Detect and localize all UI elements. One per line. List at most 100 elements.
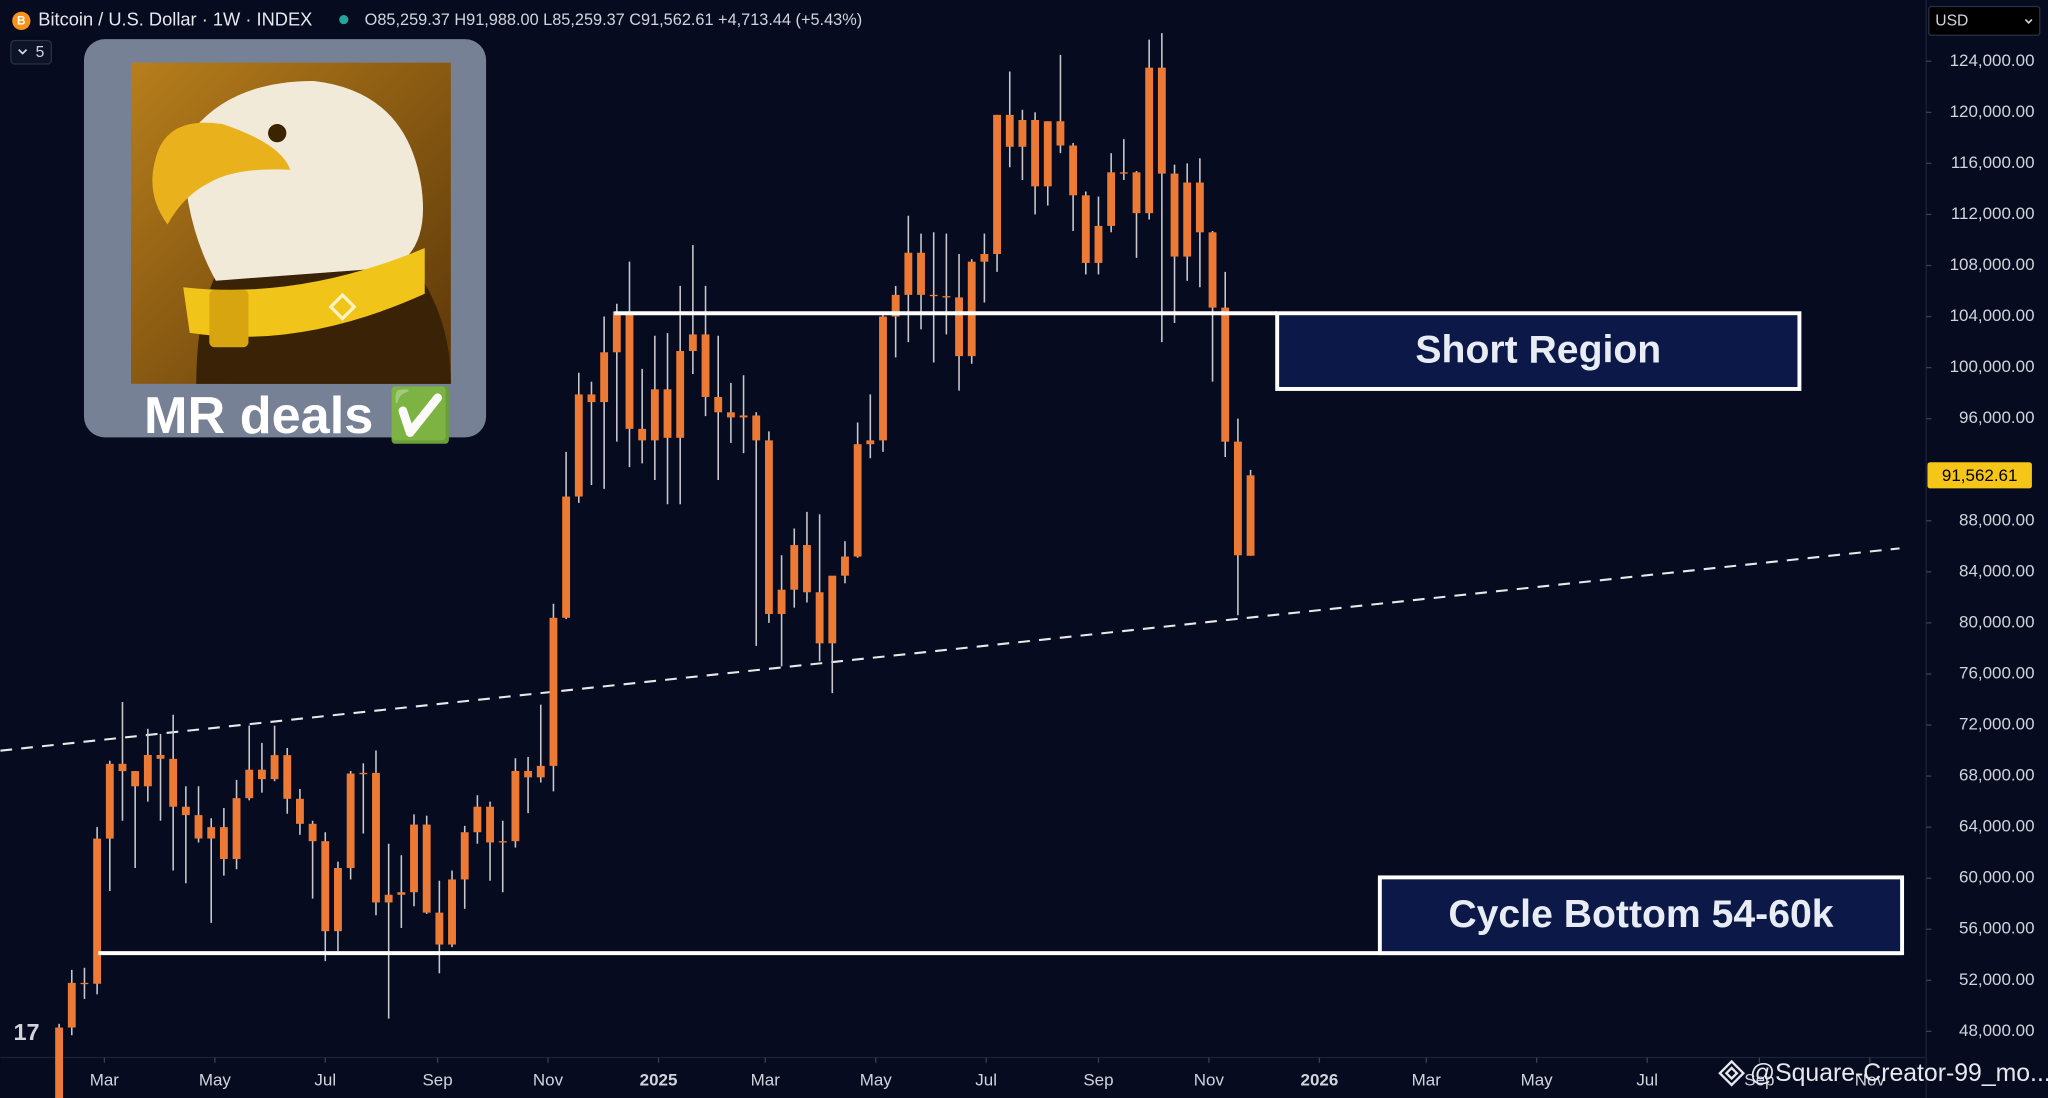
price-tag xyxy=(1927,462,2032,489)
x-tick-label: Mar xyxy=(90,1071,120,1090)
candle-body xyxy=(321,841,330,932)
candle-body xyxy=(1145,67,1154,214)
candle-body xyxy=(1246,475,1255,556)
candle-body xyxy=(1233,441,1242,556)
y-tick-label: 64,000.00 xyxy=(1959,817,2035,836)
y-tick-label: 76,000.00 xyxy=(1959,663,2035,682)
candle-body xyxy=(815,592,824,644)
candle-body xyxy=(359,772,368,775)
currency-label: USD xyxy=(1935,13,1968,30)
candle-body xyxy=(688,334,697,352)
candle-body xyxy=(917,252,925,295)
candle-body xyxy=(777,589,786,614)
candle-body xyxy=(410,824,418,893)
candle-body xyxy=(296,798,304,824)
x-tick-label: Nov xyxy=(1194,1071,1225,1090)
x-tick-label: May xyxy=(199,1071,232,1090)
candle-body xyxy=(397,892,406,895)
y-tick-label: 104,000.00 xyxy=(1950,306,2035,325)
candle-body xyxy=(511,770,520,842)
candle-body xyxy=(194,815,203,839)
collar-logo xyxy=(328,292,357,321)
x-tick-label: Sep xyxy=(1744,1071,1774,1090)
logo: 17 xyxy=(13,1019,39,1045)
y-tick-label: 80,000.00 xyxy=(1959,612,2035,631)
y-tick-label: 96,000.00 xyxy=(1959,408,2035,427)
candle-body xyxy=(929,294,938,297)
price-tag-label: 91,562.61 xyxy=(1942,466,2018,485)
candle-body xyxy=(131,771,140,787)
candle-body xyxy=(245,769,254,799)
chevron xyxy=(18,49,28,55)
level-box xyxy=(1377,875,1905,956)
candle-body xyxy=(55,1027,64,1098)
candle-body xyxy=(1132,172,1141,214)
candle-body xyxy=(1157,67,1166,174)
coin-icon xyxy=(12,11,31,31)
candle-body xyxy=(207,827,216,839)
ohlc-readout: O85,259.37 H91,988.00 L85,259.37 C91,562… xyxy=(365,11,862,29)
candle-body xyxy=(67,982,76,1028)
candle-body xyxy=(93,838,102,984)
candle-body xyxy=(1183,182,1192,257)
status-dot xyxy=(339,15,349,25)
candle-body xyxy=(448,879,456,945)
candle-body xyxy=(714,396,723,413)
x-tick-label: Jul xyxy=(314,1071,336,1090)
candle-body xyxy=(853,444,862,557)
candle-body xyxy=(993,114,1001,255)
level-label: Short Region xyxy=(1415,329,1661,372)
candle-body xyxy=(1056,121,1065,146)
x-tick-label: 2025 xyxy=(640,1071,678,1090)
y-tick-label: 52,000.00 xyxy=(1959,970,2035,989)
candle-body xyxy=(105,763,114,839)
y-tick-label: 124,000.00 xyxy=(1950,51,2035,70)
candle-body xyxy=(270,755,279,780)
candle-body xyxy=(1081,195,1090,263)
candle-body xyxy=(257,769,266,780)
chevron xyxy=(2024,19,2033,24)
candle-body xyxy=(372,772,380,903)
currency-dropdown[interactable] xyxy=(1928,5,2041,36)
candle-body xyxy=(1094,225,1103,263)
candle-body xyxy=(1119,172,1128,174)
y-tick-label: 56,000.00 xyxy=(1959,919,2035,938)
candle-body xyxy=(118,763,127,772)
candle-body xyxy=(574,394,583,497)
y-tick-label: 116,000.00 xyxy=(1951,153,2035,172)
eagle-head xyxy=(183,80,424,281)
candle-body xyxy=(473,806,482,833)
y-tick-label: 60,000.00 xyxy=(1959,868,2035,887)
eagle-eye xyxy=(268,124,287,143)
y-tick-label: 88,000.00 xyxy=(1959,510,2035,529)
collar-buckle xyxy=(209,289,249,348)
candle-body xyxy=(726,412,735,418)
candle-body xyxy=(790,545,799,590)
candle-body xyxy=(1195,182,1204,233)
candle-body xyxy=(536,765,545,778)
x-tick-label: May xyxy=(1521,1071,1554,1090)
candle-body xyxy=(1069,145,1078,196)
candle-body xyxy=(498,841,507,843)
candle-body xyxy=(232,798,241,860)
candle-body xyxy=(663,389,672,438)
indicator-toggle[interactable] xyxy=(10,39,52,65)
chart-title: Bitcoin / U.S. Dollar · 1W · INDEX xyxy=(38,9,312,30)
candle-body xyxy=(955,297,963,357)
eagle-beak xyxy=(152,122,291,225)
candle-body xyxy=(701,334,710,397)
candle-body xyxy=(891,294,900,317)
y-tick-label: 108,000.00 xyxy=(1950,255,2035,274)
candle-body xyxy=(587,394,596,403)
y-tick-label: 68,000.00 xyxy=(1959,766,2035,785)
candle-body xyxy=(1221,307,1230,442)
x-tick-label: Jul xyxy=(975,1071,997,1090)
candle-body xyxy=(283,755,292,799)
y-tick-label: 84,000.00 xyxy=(1959,561,2035,580)
candle-body xyxy=(1043,121,1052,187)
candle-body xyxy=(1005,114,1014,147)
y-tick-label: 72,000.00 xyxy=(1959,714,2035,733)
plot: 48,000.00 52,000.00 56,000.00 60,000.00 64,0… xyxy=(0,33,2035,1098)
candle-body xyxy=(612,311,621,353)
